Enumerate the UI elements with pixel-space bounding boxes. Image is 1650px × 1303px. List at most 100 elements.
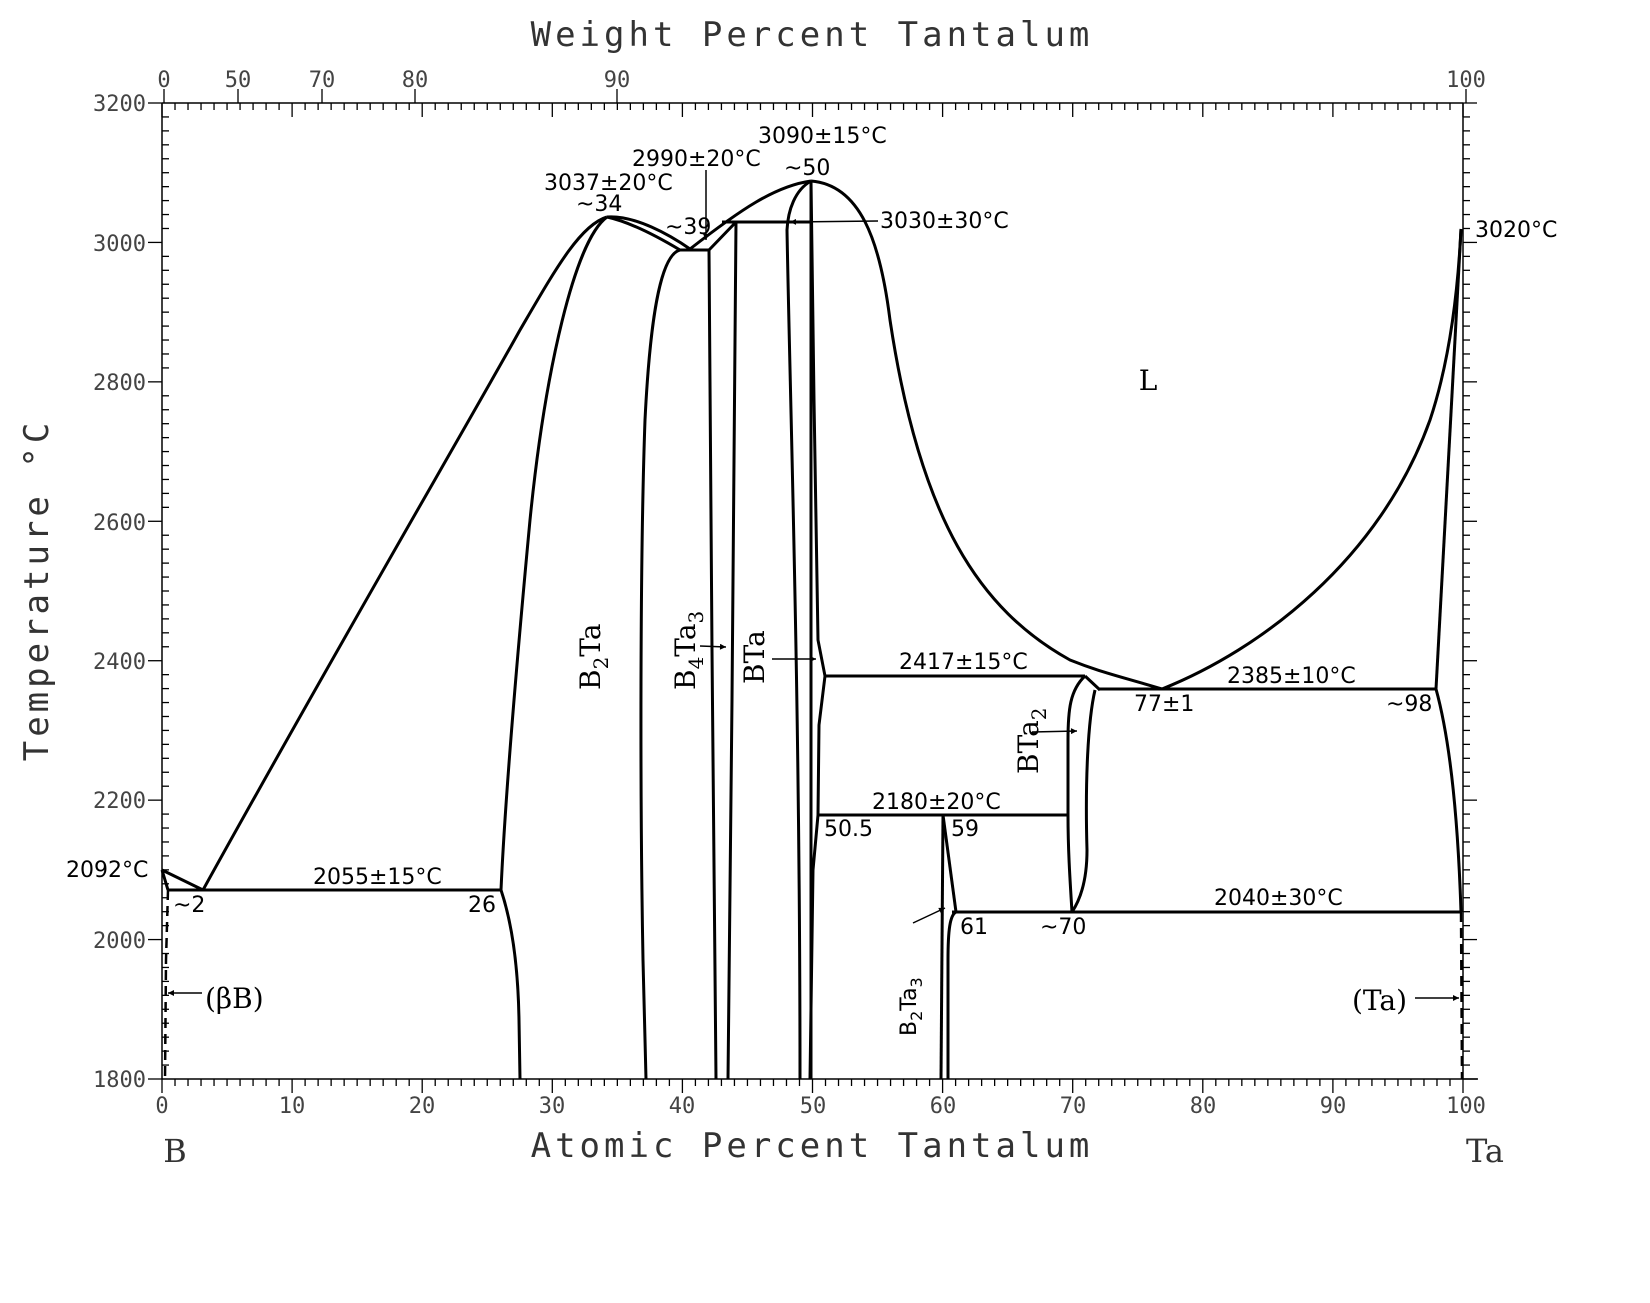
svg-text:BTa2: BTa2	[1012, 707, 1051, 774]
x2-tick-label: 50	[225, 68, 252, 93]
label-2417: 2417±15°C	[899, 650, 1028, 675]
liquidus-ta	[1161, 228, 1463, 691]
x-tick-label: 20	[409, 1094, 436, 1119]
label-3037: 3037±20°C	[544, 171, 673, 196]
phase-b2ta3: B2Ta3	[897, 977, 926, 1036]
solidus-ta	[1434, 228, 1463, 690]
b2ta3-right	[941, 814, 958, 913]
b2ta-liquidus-right	[606, 215, 691, 251]
x2-axis-title: Weight Percent Tantalum	[531, 15, 1094, 55]
label-3030: 3030±30°C	[880, 209, 1009, 234]
phase-boundaries	[160, 179, 1464, 1080]
label-3090: 3090±15°C	[758, 124, 887, 149]
label-2055: 2055±15°C	[313, 865, 442, 890]
label-mp-ta: 3020°C	[1475, 218, 1557, 243]
x2-tick-label: 100	[1446, 68, 1486, 93]
bta-left-boundary	[785, 179, 812, 1080]
axis-ticks	[148, 89, 1477, 1093]
b4ta3-left	[707, 249, 718, 1080]
phase-beta-b: (βB)	[205, 982, 264, 1015]
label-c61: 61	[960, 915, 988, 940]
b2ta3-left	[939, 814, 945, 1080]
annotation-arrows	[168, 170, 1459, 1001]
y-tick-label: 1800	[93, 1068, 146, 1093]
element-label-ta: Ta	[1466, 1132, 1504, 1170]
label-2040: 2040±30°C	[1214, 886, 1343, 911]
label-c77: 77±1	[1134, 692, 1194, 717]
y-tick-label: 2800	[93, 371, 146, 396]
solvus-ta	[1434, 688, 1463, 913]
y-tick-label: 2600	[93, 511, 146, 536]
phase-liquid: L	[1139, 364, 1158, 397]
b2ta3-lower-right	[946, 910, 957, 1079]
x2-tick-label: 90	[604, 68, 631, 93]
phase-b4ta3: B4Ta3	[669, 611, 708, 690]
arrow-bta2	[1031, 728, 1078, 735]
svg-text:BTa: BTa	[738, 630, 771, 684]
arrow-3030	[789, 218, 879, 225]
x-tick-label: 30	[539, 1094, 566, 1119]
x2-tick-label: 70	[309, 68, 336, 93]
x-tick-label: 100	[1446, 1094, 1486, 1119]
annotations: 2092°C 3020°C 3090±15°C ~50 3037±20°C ~3…	[66, 124, 1557, 940]
y-axis-tick-labels: 3200 3000 2800 2600 2400 2200 2000 1800	[93, 92, 146, 1093]
label-c70: ~70	[1040, 915, 1086, 940]
x-axis-title: Atomic Percent Tantalum	[531, 1126, 1094, 1166]
x2-tick-label: 0	[157, 68, 170, 93]
label-c98: ~98	[1386, 692, 1432, 717]
y-tick-label: 3200	[93, 92, 146, 117]
label-c39: ~39	[665, 215, 711, 240]
label-c34: ~34	[576, 192, 622, 217]
label-mp-b: 2092°C	[66, 858, 148, 883]
b2ta-solidus-right	[606, 215, 681, 252]
label-2990: 2990±20°C	[632, 147, 761, 172]
beta-b-solvus-dashed	[163, 889, 170, 1080]
bta2-left	[1066, 674, 1087, 913]
phase-bta2: BTa2	[1012, 707, 1051, 774]
label-c50-5: 50.5	[824, 817, 873, 842]
label-c50: ~50	[784, 156, 830, 181]
x-tick-label: 10	[279, 1094, 306, 1119]
svg-text:B2Ta: B2Ta	[574, 623, 613, 690]
ta-solvus-dashed	[1459, 911, 1464, 1080]
x-tick-label: 40	[669, 1094, 696, 1119]
y-tick-label: 2400	[93, 650, 146, 675]
beta-b-solidus	[160, 869, 170, 891]
x-tick-label: 80	[1190, 1094, 1217, 1119]
label-c26: 26	[468, 893, 496, 918]
b2ta-right-boundary	[639, 248, 681, 1080]
bta-right-boundary	[808, 180, 827, 1080]
x-tick-label: 90	[1320, 1094, 1347, 1119]
svg-text:B2Ta3: B2Ta3	[897, 977, 926, 1036]
element-label-b: B	[163, 1132, 187, 1170]
x-axis-tick-labels: 0 10 20 30 40 50 60 70 80 90 100	[155, 1094, 1486, 1119]
label-2180: 2180±20°C	[872, 790, 1001, 815]
x-tick-label: 60	[930, 1094, 957, 1119]
b2ta-left-boundary	[499, 215, 608, 1080]
plot-frame	[161, 102, 1478, 1080]
label-2385: 2385±10°C	[1227, 664, 1356, 689]
phase-ta-solid: (Ta)	[1352, 984, 1407, 1017]
liquidus-b-side	[161, 868, 204, 892]
b4ta3-right	[726, 221, 738, 1080]
peritectic-3030-left	[707, 220, 738, 252]
x2-tick-label: 80	[402, 68, 429, 93]
liquidus-b2ta	[201, 215, 608, 891]
bta2-right	[1070, 674, 1102, 913]
label-c2: ~2	[173, 893, 205, 918]
x-tick-label: 70	[1060, 1094, 1087, 1119]
phase-labels: L (βB) (Ta) B2Ta B4Ta3 BTa BTa2 B2Ta3	[205, 364, 1407, 1036]
x2-axis-tick-labels: 0 50 70 80 90 100	[157, 68, 1486, 93]
y-axis-title: Temperature °C	[17, 419, 57, 762]
x-tick-label: 0	[155, 1094, 168, 1119]
phase-bta: BTa	[738, 630, 771, 684]
y-tick-label: 2000	[93, 929, 146, 954]
liquidus-bta-right	[810, 179, 1163, 691]
phase-b2ta: B2Ta	[574, 623, 613, 690]
label-c59: 59	[951, 817, 979, 842]
x-tick-label: 50	[800, 1094, 827, 1119]
y-tick-label: 3000	[93, 232, 146, 257]
svg-text:B4Ta3: B4Ta3	[669, 611, 708, 690]
y-tick-label: 2200	[93, 789, 146, 814]
